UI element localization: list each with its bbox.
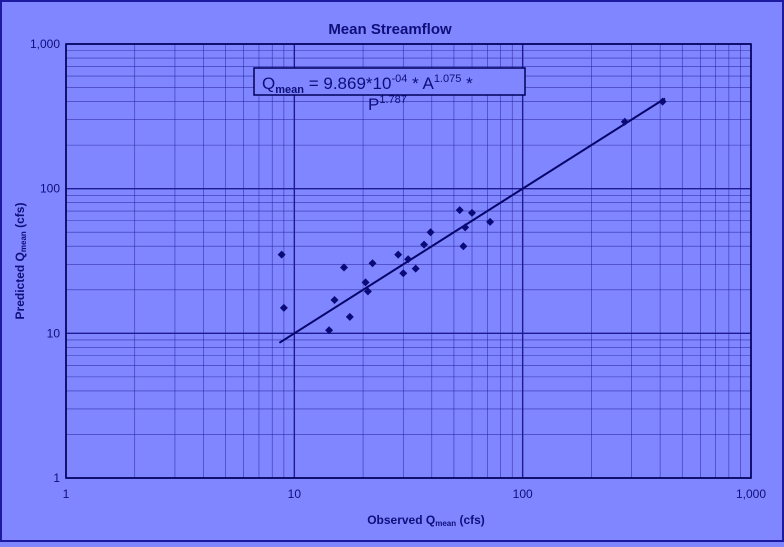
data-point: [468, 208, 477, 217]
data-point: [426, 228, 435, 237]
data-point: [277, 250, 286, 259]
data-point: [361, 278, 370, 287]
y-axis-label-prefix: Predicted Q: [13, 252, 27, 319]
data-point: [279, 303, 288, 312]
axes: [65, 43, 752, 479]
y-tick-label: 10: [47, 326, 61, 340]
x-tick-label: 1,000: [736, 487, 766, 501]
x-axis-label-suffix: (cfs): [456, 513, 485, 527]
equation-p: P: [368, 95, 379, 114]
data-point: [368, 259, 377, 268]
equation-exp1: -04: [391, 73, 407, 85]
data-point: [339, 263, 348, 272]
equation-exp3: 1.787: [379, 94, 407, 106]
data-point: [394, 250, 403, 259]
regression-line-group: [278, 97, 666, 344]
plot-border: [65, 43, 752, 479]
equation-q: Q: [262, 74, 275, 93]
x-tick-label: 1: [63, 487, 70, 501]
x-axis-label-prefix: Observed Q: [367, 513, 435, 527]
minor-grid: [66, 44, 751, 478]
data-point: [461, 223, 470, 232]
y-axis-label-suffix: (cfs): [13, 203, 27, 232]
equation-line-1: Qmean = 9.869*10-04 * A1.075 *: [262, 73, 473, 96]
y-axis-label: Predicted Qmean (cfs): [13, 203, 28, 320]
x-tick-label: 10: [288, 487, 302, 501]
data-point: [486, 217, 495, 226]
equation-exp2: 1.075: [434, 73, 462, 85]
x-tick-labels: 1 10 100 1,000: [63, 487, 767, 501]
equation-box-border: [253, 67, 526, 96]
data-point: [345, 312, 354, 321]
equation-end: *: [461, 74, 473, 93]
data-point: [420, 240, 429, 249]
regression-line: [278, 97, 666, 344]
data-point: [455, 206, 464, 215]
data-point: [459, 242, 468, 251]
equation-q-sub: mean: [275, 84, 304, 96]
data-point: [620, 117, 629, 126]
x-axis-label-sub: mean: [435, 519, 456, 528]
x-tick-label: 100: [513, 487, 533, 501]
data-point: [325, 326, 334, 335]
data-point: [363, 287, 372, 296]
y-tick-labels: 1 10 100 1,000: [30, 37, 60, 485]
y-tick-label: 100: [40, 182, 60, 196]
data-point: [404, 255, 413, 264]
data-point: [399, 269, 408, 278]
equation-box: Qmean = 9.869*10-04 * A1.075 * P1.787: [253, 67, 526, 114]
chart-title: Mean Streamflow: [328, 21, 452, 38]
equation-mid: = 9.869*10: [304, 74, 391, 93]
y-tick-label: 1: [53, 471, 60, 485]
x-axis-label: Observed Qmean (cfs): [367, 513, 485, 528]
data-point: [330, 295, 339, 304]
data-point: [411, 264, 420, 273]
y-axis-label-sub: mean: [19, 231, 28, 252]
y-tick-label: 1,000: [30, 37, 60, 51]
data-point: [658, 97, 667, 106]
equation-line-2: P1.787: [368, 94, 407, 114]
data-points: [277, 97, 667, 335]
equation-a: * A: [407, 74, 434, 93]
